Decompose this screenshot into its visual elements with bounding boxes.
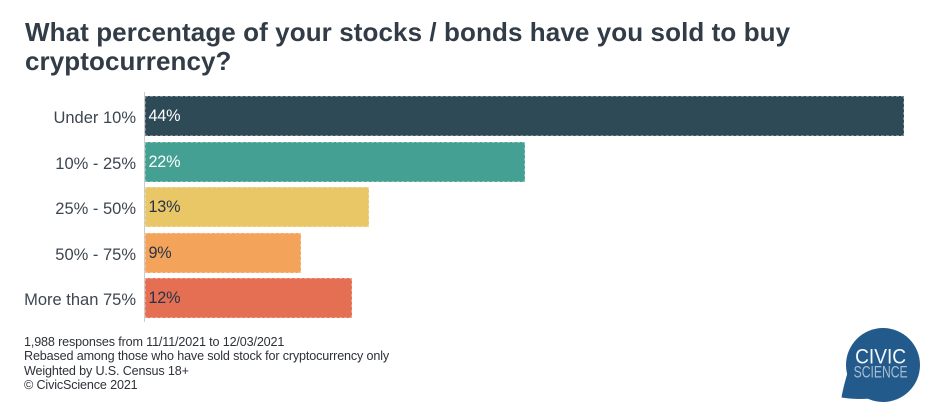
svg-text:SCIENCE: SCIENCE	[854, 364, 908, 382]
svg-text:CIVIC: CIVIC	[855, 344, 906, 368]
